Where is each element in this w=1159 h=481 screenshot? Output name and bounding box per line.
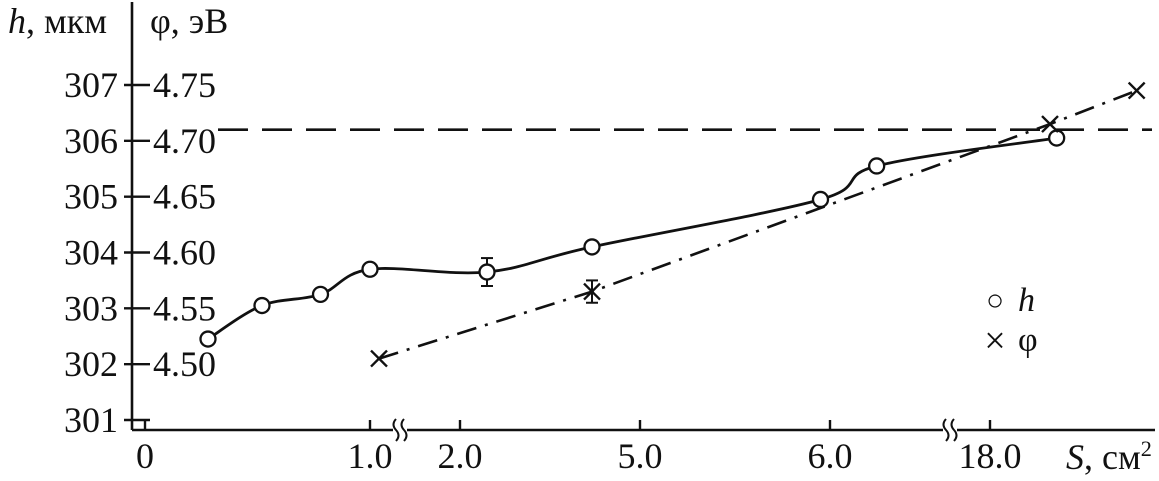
- y-tick-label-h: 303: [64, 288, 118, 328]
- y-tick-label-phi: 4.75: [153, 65, 216, 105]
- x-tick-label: 18.0: [959, 436, 1022, 476]
- phi-data-point: [1127, 81, 1146, 100]
- y-tick-label-h: 307: [64, 65, 118, 105]
- axis-break-mark: [950, 418, 958, 442]
- axis-break-mark: [392, 418, 400, 442]
- phi-data-point: [1041, 115, 1059, 133]
- h-data-point: [253, 296, 271, 315]
- y-tick-label-phi: 4.70: [153, 121, 216, 161]
- y-tick-label-phi: 4.60: [153, 233, 216, 273]
- axis-break-gap: [393, 428, 407, 432]
- axis-break-mark: [942, 418, 950, 442]
- y-tick-label-phi: 4.50: [153, 344, 216, 384]
- h-data-point: [361, 260, 379, 278]
- h-data-point: [1048, 129, 1066, 147]
- h-data-point: [583, 238, 601, 256]
- h-data-point: [311, 285, 330, 304]
- y-tick-label-h: 304: [64, 233, 118, 273]
- phi-data-point: [370, 349, 388, 368]
- x-tick-label: 2.0: [438, 436, 483, 476]
- axis-break-mark: [400, 418, 408, 442]
- y-tick-label-h: 306: [64, 121, 118, 161]
- y-tick-label-h: 301: [64, 400, 118, 440]
- x-tick-label: 1.0: [348, 436, 393, 476]
- y-tick-label-phi: 4.65: [153, 177, 216, 217]
- h-data-point: [868, 157, 886, 175]
- x-tick-label: 6.0: [808, 436, 853, 476]
- y-tick-label-h: 302: [64, 344, 118, 384]
- h-data-point: [811, 190, 830, 209]
- x-tick-label: 5.0: [618, 436, 663, 476]
- y-tick-label-phi: 4.55: [153, 288, 216, 328]
- h-data-point: [199, 330, 217, 348]
- h-data-point: [478, 263, 496, 281]
- x-tick-label: 0: [136, 436, 154, 476]
- phi-data-point: [583, 282, 601, 301]
- axis-break-gap: [943, 428, 957, 432]
- y-tick-label-h: 305: [64, 177, 118, 217]
